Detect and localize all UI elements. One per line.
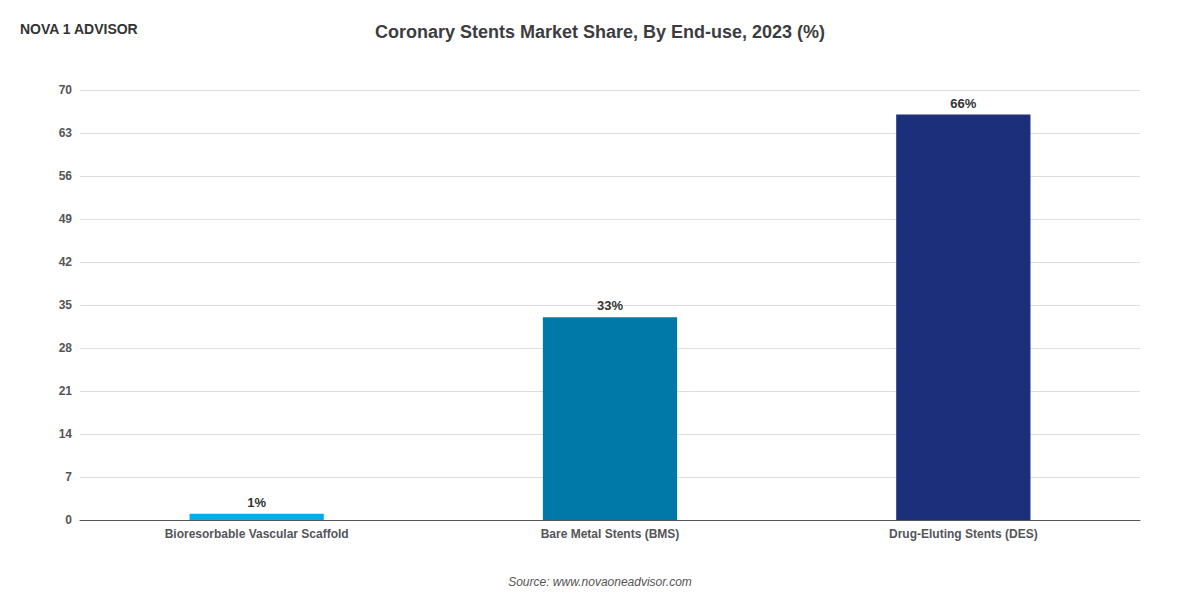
svg-text:Bioresorbable Vascular Scaffol: Bioresorbable Vascular Scaffold [165,527,349,541]
svg-text:Bare Metal Stents (BMS): Bare Metal Stents (BMS) [541,527,680,541]
svg-text:42: 42 [59,255,73,269]
svg-text:28: 28 [59,341,73,355]
svg-text:7: 7 [65,470,72,484]
svg-text:63: 63 [59,126,73,140]
svg-text:Source: www.novaoneadvisor.com: Source: www.novaoneadvisor.com [508,575,692,589]
svg-text:21: 21 [59,384,73,398]
svg-text:56: 56 [59,169,73,183]
svg-text:Coronary Stents Market Share,: Coronary Stents Market Share, By End-use… [375,22,825,42]
svg-text:NOVA 1 ADVISOR: NOVA 1 ADVISOR [20,21,138,37]
svg-text:33%: 33% [597,298,623,313]
svg-text:0: 0 [65,513,72,527]
svg-text:70: 70 [59,83,73,97]
svg-text:49: 49 [59,212,73,226]
svg-text:66%: 66% [950,96,976,111]
svg-text:Drug-Eluting Stents (DES): Drug-Eluting Stents (DES) [889,527,1038,541]
svg-text:35: 35 [59,298,73,312]
svg-text:14: 14 [59,427,73,441]
svg-text:1%: 1% [247,495,266,510]
